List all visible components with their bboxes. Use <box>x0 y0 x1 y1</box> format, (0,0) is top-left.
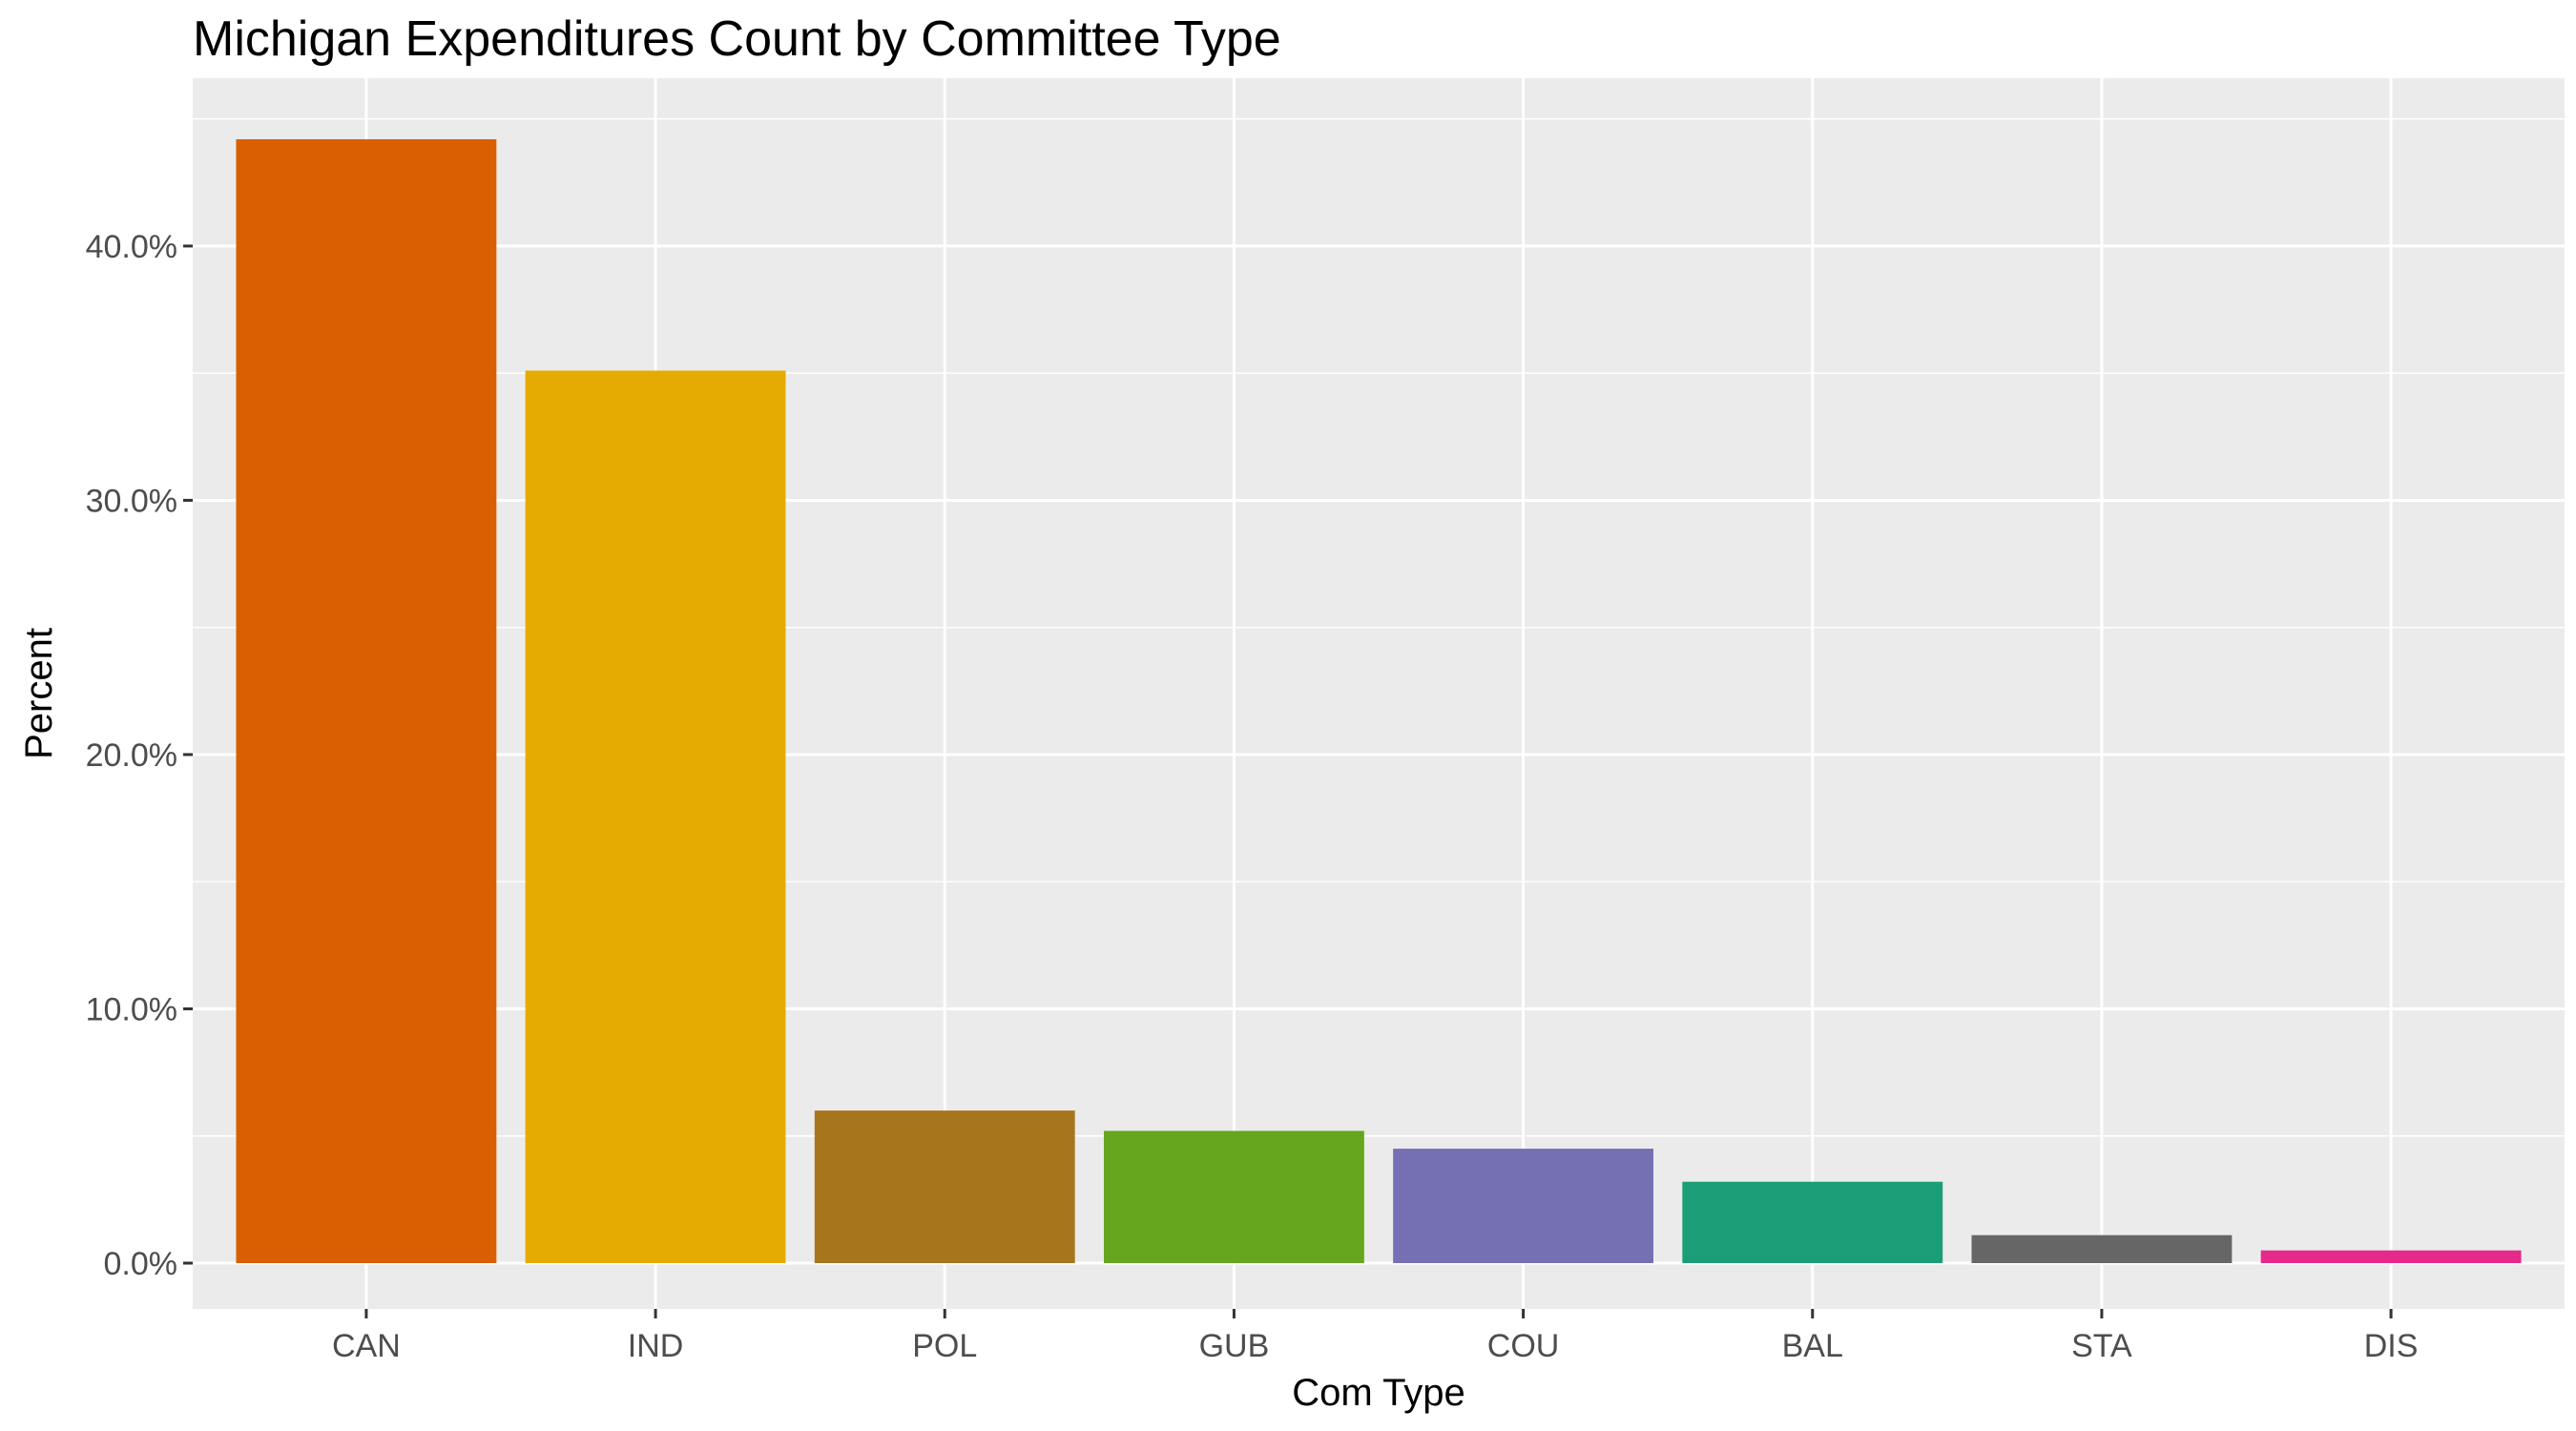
x-tick-label: COU <box>1487 1328 1560 1364</box>
x-tick-label: IND <box>628 1328 684 1364</box>
x-tick-label: POL <box>912 1328 977 1364</box>
bars-layer <box>236 138 2522 1264</box>
y-tick-label: 30.0% <box>86 483 177 519</box>
bar-gub <box>1103 1130 1364 1264</box>
bar-bal <box>1682 1181 1943 1264</box>
bar-cou <box>1393 1149 1654 1264</box>
x-tick-label: BAL <box>1782 1328 1843 1364</box>
y-axis-title: Percent <box>18 628 60 759</box>
bar-sta <box>1971 1234 2233 1264</box>
bar-dis <box>2260 1250 2522 1264</box>
bar-pol <box>814 1110 1075 1264</box>
x-tick-label: STA <box>2071 1328 2132 1364</box>
x-axis: CAN IND POL GUB COU BAL STA DIS <box>332 1309 2418 1364</box>
x-axis-title: Com Type <box>1292 1372 1465 1414</box>
y-tick-label: 10.0% <box>86 991 177 1027</box>
chart-title: Michigan Expenditures Count by Committee… <box>193 11 1281 67</box>
y-tick-label: 0.0% <box>104 1246 178 1282</box>
x-tick-label: CAN <box>332 1328 401 1364</box>
y-tick-label: 40.0% <box>86 229 177 265</box>
bar-can <box>236 138 497 1264</box>
x-tick-label: DIS <box>2364 1328 2419 1364</box>
y-tick-label: 20.0% <box>86 737 177 774</box>
x-tick-label: GUB <box>1199 1328 1270 1364</box>
y-axis: 0.0% 10.0% 20.0% 30.0% 40.0% <box>86 229 193 1282</box>
bar-ind <box>525 370 786 1264</box>
